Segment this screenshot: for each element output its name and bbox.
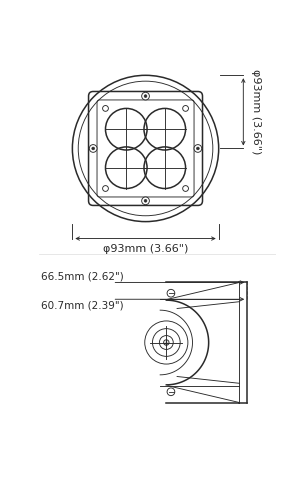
Circle shape: [103, 186, 108, 192]
Text: 60.7mm (2.39"): 60.7mm (2.39"): [41, 301, 124, 311]
Circle shape: [183, 106, 188, 111]
Circle shape: [183, 186, 188, 192]
Circle shape: [103, 106, 108, 111]
Circle shape: [194, 144, 202, 152]
Circle shape: [142, 197, 149, 204]
Circle shape: [144, 200, 147, 202]
Circle shape: [197, 147, 199, 150]
Circle shape: [144, 95, 147, 97]
Text: φ93mm (3.66"): φ93mm (3.66"): [251, 69, 261, 155]
Text: 66.5mm (2.62"): 66.5mm (2.62"): [41, 272, 124, 282]
Circle shape: [92, 147, 95, 150]
Circle shape: [142, 92, 149, 100]
Circle shape: [164, 340, 169, 345]
Text: φ93mm (3.66"): φ93mm (3.66"): [103, 244, 188, 254]
Circle shape: [89, 144, 97, 152]
Circle shape: [167, 388, 175, 396]
Circle shape: [167, 289, 175, 297]
